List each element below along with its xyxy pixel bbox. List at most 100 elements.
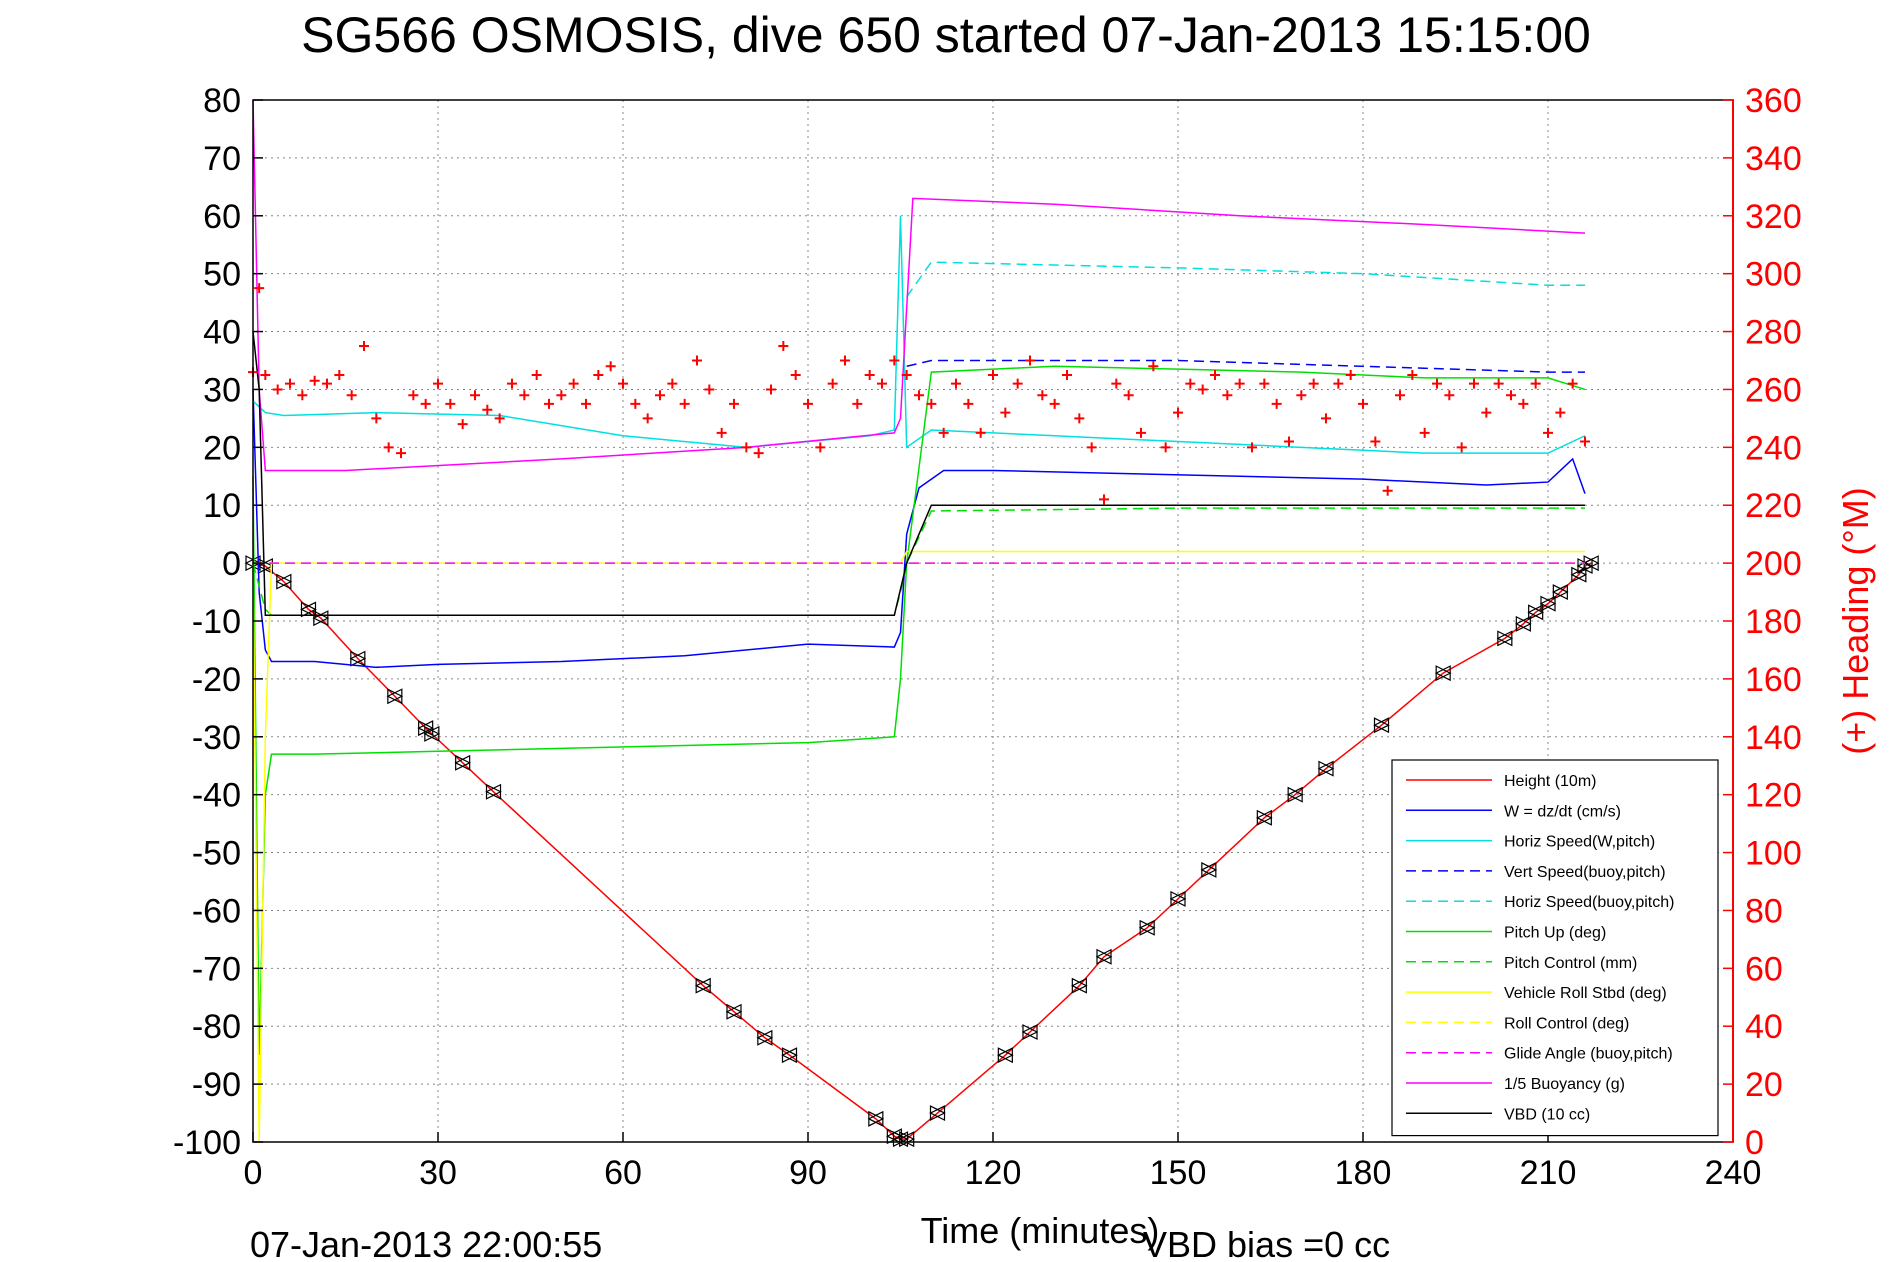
height-marker [1169,890,1186,907]
heading-point [1247,442,1257,453]
heading-point [1530,378,1541,389]
y2-tick-label: 140 [1745,719,1802,757]
heading-point [1407,369,1418,380]
y-tick-label: -40 [192,777,241,815]
series-0 [244,555,1600,1148]
legend: Height (10m) W = dz/dt (cm/s) Horiz Speed(… [1391,759,1719,1137]
legend-label: Height (10m) [1504,773,1596,790]
heading-point [556,390,567,401]
heading-point [840,355,850,366]
heading-point [1148,361,1159,372]
y-axis-right: 0 20 40 60 80 100 120 140 160 180 200 220 240 260 280 3… [1723,82,1802,1162]
heading-point [1271,398,1282,409]
y2-tick-label: 200 [1745,545,1802,583]
y2-tick-label: 20 [1745,1066,1783,1104]
heading-point [383,442,394,453]
y-tick-label: 80 [203,82,241,120]
x-tick-label: 30 [419,1154,457,1192]
heading-point [1382,485,1393,496]
x-tick-label: 210 [1520,1154,1577,1192]
x-tick-label: 180 [1335,1154,1392,1192]
heading-point [605,361,616,372]
heading-point [1111,378,1122,389]
y-tick-label: 20 [203,429,241,467]
heading-point [704,384,715,395]
y2-axis-label: (+) Heading (°M) [1835,487,1876,754]
y2-tick-label: 260 [1745,371,1802,409]
y2-tick-label: 40 [1745,1008,1783,1046]
heading-point [914,390,924,401]
x-tick-label: 240 [1705,1154,1762,1192]
height-marker [1373,717,1390,734]
y-tick-label: -20 [192,661,241,699]
height-marker [1527,604,1544,621]
y-tick-label: 60 [203,198,241,236]
heading-point [1222,390,1233,401]
series-line [252,99,1586,472]
legend-label: Roll Control (deg) [1504,1015,1629,1032]
heading-point [1321,413,1331,424]
height-marker [1539,595,1556,612]
y-tick-label: -60 [192,892,241,930]
height-marker [454,754,471,771]
heading-point [285,378,295,389]
heading-point [544,398,554,409]
heading-point [926,398,937,409]
heading-point [1160,442,1171,453]
legend-label: Vert Speed(buoy,pitch) [1504,864,1666,881]
heading-point [1284,436,1294,447]
legend-label: VBD (10 cc) [1504,1106,1590,1123]
series-line [906,359,1585,373]
height-marker [1021,1024,1038,1040]
heading-point [408,390,419,401]
heading-point [864,369,875,380]
height-marker [485,783,502,800]
height-marker [1095,948,1112,965]
heading-point [1012,378,1023,389]
heading-point [938,427,949,438]
heading-point [667,378,678,389]
y-tick-label: -30 [192,719,241,757]
series-12 [248,283,1590,505]
height-marker [423,725,440,742]
height-marker [781,1047,798,1064]
heading-point [1296,390,1307,401]
legend-label: Glide Angle (buoy,pitch) [1504,1046,1673,1063]
height-marker [1514,615,1531,632]
heading-point [1518,398,1529,409]
height-marker [1570,566,1587,583]
heading-point [852,398,863,409]
series-2 [252,215,1586,454]
height-marker [275,573,292,590]
height-marker [1286,786,1303,803]
heading-point [1333,378,1344,389]
heading-point [445,398,456,409]
x-tick-label: 120 [965,1154,1022,1192]
heading-point [1086,442,1097,453]
heading-point [1432,378,1442,389]
y-tick-label: -100 [173,1124,241,1162]
heading-point [1444,390,1455,401]
heading-point [679,398,690,409]
y-tick-label: -90 [192,1066,241,1104]
heading-point [507,378,517,389]
y2-tick-label: 180 [1745,603,1802,641]
heading-point [1419,427,1430,438]
y2-tick-label: 100 [1745,835,1802,873]
heading-point [581,398,591,409]
y2-tick-label: 120 [1745,777,1802,815]
heading-point [272,384,283,395]
heading-point [716,427,727,438]
heading-point [692,355,702,366]
heading-point [1136,427,1146,438]
heading-point [1197,384,1208,395]
y-tick-label: 10 [203,487,241,525]
legend-label: Vehicle Roll Stbd (deg) [1504,985,1667,1002]
series-line [906,261,1585,298]
height-marker [725,1003,742,1020]
heading-point [1308,378,1319,389]
legend-label: Pitch Up (deg) [1504,925,1606,942]
heading-point [1506,390,1516,401]
heading-point [1000,407,1011,418]
